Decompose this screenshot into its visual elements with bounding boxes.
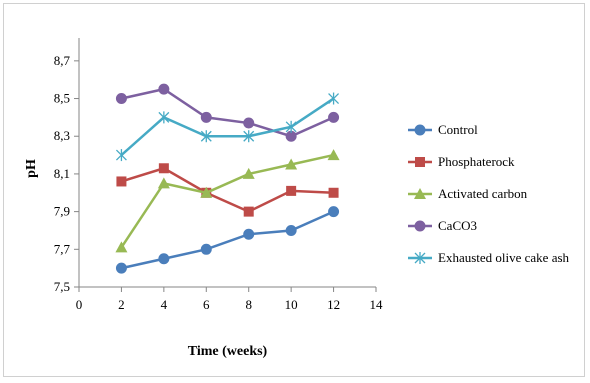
data-point (328, 206, 340, 218)
data-point (158, 83, 170, 95)
legend-item: Activated carbon (408, 186, 528, 201)
y-axis-title: pH (24, 159, 39, 178)
data-point (200, 130, 212, 143)
x-ticks: 0 2 4 6 8 10 12 14 (76, 287, 383, 312)
x-tick-label: 8 (245, 297, 252, 312)
series-caco3 (115, 83, 340, 142)
data-point (157, 177, 170, 189)
data-point (243, 130, 255, 143)
x-tick-label: 12 (327, 297, 340, 312)
data-point (285, 120, 297, 133)
series-line (121, 210, 335, 270)
data-point (158, 163, 169, 174)
y-tick-label: 7,7 (54, 241, 71, 256)
data-point (158, 253, 170, 265)
x-tick-label: 0 (76, 297, 83, 312)
data-point (115, 241, 128, 253)
x-tick-label: 14 (370, 297, 384, 312)
x-tick-label: 6 (203, 297, 210, 312)
data-point (285, 158, 298, 170)
axes (78, 38, 376, 288)
data-point (328, 92, 340, 105)
x-tick-label: 2 (118, 297, 125, 312)
y-ticks: 7,5 7,7 7,9 8,1 8,3 8,5 8,7 (54, 53, 79, 294)
data-point (328, 187, 339, 198)
data-point (115, 149, 127, 162)
legend-label: Phosphaterock (438, 154, 515, 169)
data-point (414, 188, 426, 199)
y-tick-label: 8,1 (54, 166, 70, 181)
series-phosphaterock (116, 163, 339, 217)
data-point (285, 224, 297, 236)
data-point (414, 220, 426, 232)
data-point (243, 228, 255, 240)
data-point (414, 124, 426, 136)
data-point (115, 93, 127, 105)
data-point (200, 186, 213, 198)
series-activated-carbon (115, 149, 340, 253)
data-point (243, 117, 255, 129)
data-point (415, 157, 425, 167)
data-point (414, 252, 426, 264)
legend-item: Phosphaterock (408, 154, 515, 169)
series-line (120, 153, 334, 249)
legend: Control Phosphaterock Activated carbon CaCO… (408, 122, 570, 265)
series-line (120, 97, 335, 157)
legend-item: Exhausted olive cake ash (408, 250, 570, 265)
data-point (115, 262, 127, 274)
y-tick-label: 8,7 (54, 53, 71, 68)
legend-item: CaCO3 (408, 218, 477, 233)
y-tick-label: 8,3 (54, 128, 70, 143)
x-tick-label: 10 (285, 297, 298, 312)
data-point (200, 111, 212, 123)
data-point (242, 167, 255, 179)
series-layer (115, 83, 340, 274)
y-tick-label: 7,5 (54, 279, 70, 294)
data-point (327, 149, 340, 161)
x-tick-label: 4 (161, 297, 168, 312)
y-tick-label: 7,9 (54, 204, 70, 219)
series-exhausted-olive-cake-ash (115, 92, 340, 162)
legend-item: Control (408, 122, 478, 137)
legend-label: Activated carbon (438, 186, 528, 201)
legend-label: Control (438, 122, 478, 137)
data-point (116, 176, 127, 187)
y-tick-label: 8,5 (54, 91, 70, 106)
data-point (158, 111, 170, 124)
legend-label: CaCO3 (438, 218, 477, 233)
series-control (115, 206, 340, 274)
data-point (243, 206, 254, 217)
data-point (286, 185, 297, 196)
data-point (328, 111, 340, 123)
x-axis-title: Time (weeks) (188, 344, 268, 359)
legend-label: Exhausted olive cake ash (438, 250, 570, 265)
series-line (121, 166, 334, 213)
data-point (200, 243, 212, 255)
series-line (121, 87, 335, 138)
